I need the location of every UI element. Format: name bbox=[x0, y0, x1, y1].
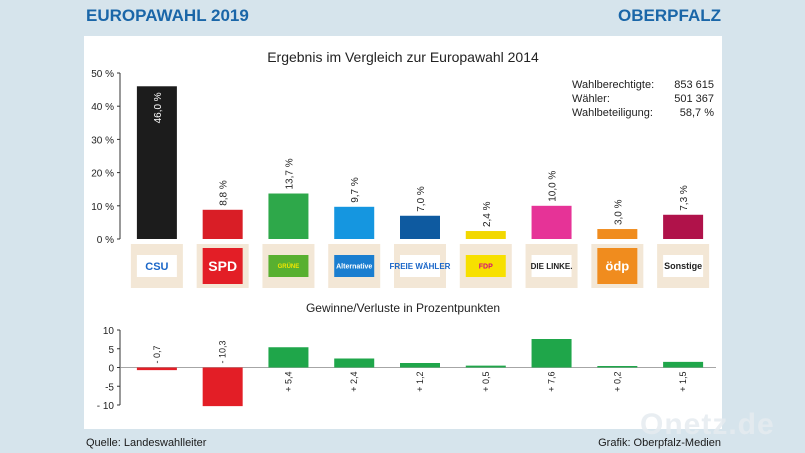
main-y-tick-label: 30 % bbox=[91, 135, 114, 146]
stat-value: 853 615 bbox=[674, 79, 714, 91]
diff-value-label: + 0,5 bbox=[481, 372, 491, 392]
stat-label: Wähler: bbox=[572, 93, 610, 105]
diff-bar-fdp bbox=[465, 365, 506, 368]
credit-note: Grafik: Oberpfalz-Medien bbox=[598, 437, 721, 449]
bar-freie-wähler bbox=[400, 215, 440, 239]
diff-bar-spd bbox=[202, 367, 243, 407]
logo-fdp bbox=[465, 255, 506, 277]
logo-alternative bbox=[334, 255, 375, 277]
bar-csu bbox=[136, 86, 177, 239]
diff-y-tick-label: - 10 bbox=[97, 401, 115, 412]
bar-value-label: 10,0 % bbox=[548, 171, 559, 202]
main-y-tick-label: 0 % bbox=[97, 235, 114, 246]
bar-grüne bbox=[268, 193, 309, 239]
logo-die-linke bbox=[531, 255, 572, 277]
bar-die-linke bbox=[531, 205, 572, 239]
bar-value-label: 13,7 % bbox=[284, 158, 295, 189]
stat-label: Wahlbeteiligung: bbox=[572, 107, 653, 119]
bar-value-label: 2,4 % bbox=[482, 201, 493, 227]
bar-value-label: 7,3 % bbox=[679, 185, 690, 211]
logo-sonstige bbox=[663, 255, 704, 277]
logo-text: Alternative bbox=[336, 264, 372, 271]
diff-value-label: + 1,5 bbox=[678, 372, 688, 392]
diff-value-label: + 0,2 bbox=[612, 372, 622, 392]
diff-y-tick-label: 0 bbox=[108, 364, 114, 375]
party-logos: CSU SPD GRÜNE Alternative FREIE WÄHLER FDP DIE… bbox=[130, 244, 710, 288]
stat-value: 501 367 bbox=[674, 93, 714, 105]
logo-text: Sonstige bbox=[664, 261, 702, 271]
diff-y-tick-label: 5 bbox=[108, 345, 114, 356]
logo-ödp bbox=[597, 248, 638, 284]
source-note: Quelle: Landeswahlleiter bbox=[86, 437, 207, 449]
diff-value-label: + 2,4 bbox=[349, 372, 359, 392]
logo-text: GRÜNE bbox=[278, 263, 300, 270]
logo-text: ödp bbox=[605, 259, 629, 274]
header-title-left: EUROPAWAHL 2019 bbox=[86, 6, 249, 25]
main-y-tick-label: 20 % bbox=[91, 169, 114, 180]
bar-value-label: 8,8 % bbox=[219, 180, 230, 206]
logo-grüne bbox=[268, 255, 309, 277]
turnout-stats: Wahlberechtigte: 853 615 Wähler: 501 367 Wah… bbox=[572, 79, 714, 119]
diff-y-tick-label: -5 bbox=[105, 382, 114, 393]
chart-panel: Ergebnis im Vergleich zur Europawahl 201… bbox=[84, 36, 722, 429]
diff-value-label: + 5,4 bbox=[283, 372, 293, 392]
stat-value: 58,7 % bbox=[680, 107, 714, 119]
diff-value-label: + 7,6 bbox=[547, 372, 557, 392]
bar-sonstige bbox=[663, 214, 704, 239]
bar-value-label: 7,0 % bbox=[416, 186, 427, 212]
diff-value-label: + 1,2 bbox=[415, 372, 425, 392]
diff-bar-freie-wähler bbox=[400, 363, 440, 368]
logo-csu bbox=[136, 255, 177, 277]
gain-loss-chart: Gewinne/Verluste in Prozentpunkten 10 5 0 -5… bbox=[97, 301, 716, 412]
logo-text: CSU bbox=[145, 261, 168, 273]
logo-text: FDP bbox=[479, 264, 493, 271]
diff-bar-sonstige bbox=[663, 361, 704, 368]
bar-value-label: 9,7 % bbox=[350, 177, 361, 203]
main-y-tick-label: 50 % bbox=[91, 69, 114, 80]
logo-text: SPD bbox=[208, 258, 237, 274]
bar-ödp bbox=[597, 229, 638, 239]
logo-freie-wähler bbox=[400, 255, 440, 277]
main-y-tick-label: 40 % bbox=[91, 102, 114, 113]
diff-chart-title: Gewinne/Verluste in Prozentpunkten bbox=[306, 301, 500, 315]
bar-fdp bbox=[465, 231, 506, 239]
stat-label: Wahlberechtigte: bbox=[572, 79, 654, 91]
main-chart-title: Ergebnis im Vergleich zur Europawahl 201… bbox=[267, 49, 539, 65]
bar-value-label: 46,0 % bbox=[153, 92, 164, 123]
diff-bar-csu bbox=[136, 367, 177, 371]
results-chart: Ergebnis im Vergleich zur Europawahl 201… bbox=[91, 49, 704, 246]
chart-svg: Ergebnis im Vergleich zur Europawahl 201… bbox=[91, 49, 716, 412]
logo-text: FREIE WÄHLER bbox=[390, 262, 451, 271]
logo-spd bbox=[202, 248, 243, 284]
diff-value-label: - 10,3 bbox=[218, 340, 228, 363]
diff-bar-afd bbox=[334, 358, 375, 368]
main-y-tick-label: 10 % bbox=[91, 202, 114, 213]
diff-value-label: - 0,7 bbox=[152, 345, 162, 363]
watermark-logo: Onetz.de bbox=[640, 408, 775, 441]
diff-bar-grüne bbox=[268, 347, 309, 368]
diff-bar-ödp bbox=[597, 366, 638, 368]
bar-value-label: 3,0 % bbox=[613, 199, 624, 225]
bar-spd bbox=[202, 209, 243, 239]
diff-bar-die-linke bbox=[531, 339, 572, 368]
header-title-right: OBERPFALZ bbox=[618, 6, 721, 25]
diff-y-tick-label: 10 bbox=[103, 326, 115, 337]
bar-afd bbox=[334, 206, 375, 239]
logo-text: DIE LINKE. bbox=[531, 262, 573, 271]
